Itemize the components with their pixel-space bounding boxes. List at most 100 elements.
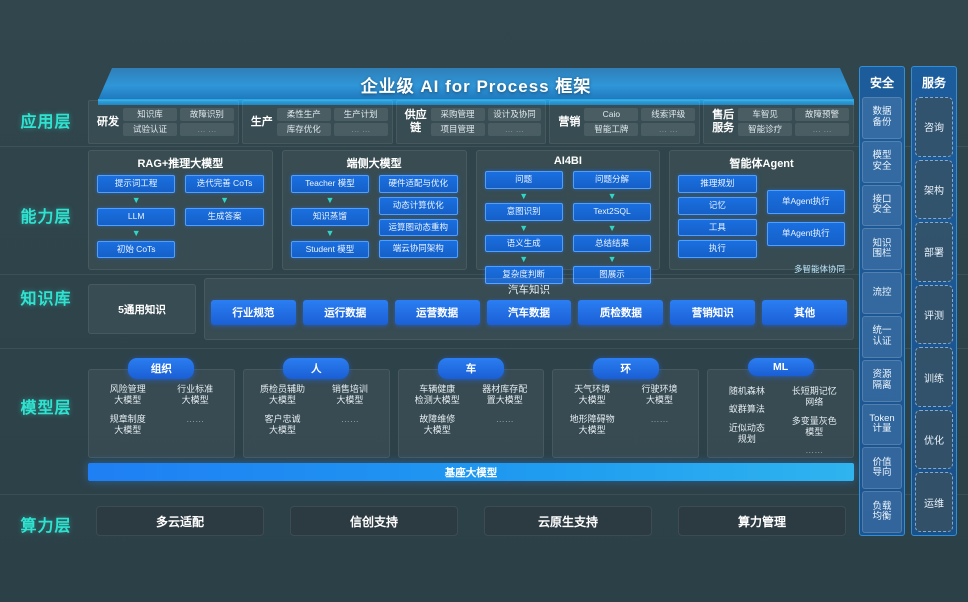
knowledge-chip[interactable]: 汽车数据 [486,300,572,325]
capability-node[interactable]: 迭代完善 CoTs [185,175,264,193]
application-chip[interactable]: 车智见 [738,107,793,121]
model-item[interactable]: 多变量灰色 模型 [791,415,837,437]
capability-node[interactable]: 生成答案 [185,207,264,226]
application-chip[interactable]: Caio [584,107,639,121]
capability-node[interactable]: 硬件适配与优化 [379,175,458,193]
model-item[interactable]: 天气环境 大模型 [574,384,611,406]
compute-button[interactable]: 多云适配 [96,506,264,536]
model-group-pill[interactable]: 环 [592,358,659,379]
application-chip[interactable]: … … [487,123,542,137]
security-rail-item[interactable]: 负载 均衡 [862,491,902,533]
application-chip[interactable]: 项目管理 [430,123,485,137]
application-chip[interactable]: 智能工牌 [584,123,639,137]
service-rail-item[interactable]: 运维 [915,472,953,533]
capability-node[interactable]: 知识蒸馏 [290,207,370,226]
capability-node[interactable]: 推理规划 [678,175,757,193]
capability-node[interactable]: 端云协同架构 [379,240,458,259]
security-rail-item[interactable]: 资源 隔离 [862,359,902,402]
security-rail-item[interactable]: 流控 [862,272,902,314]
knowledge-chip[interactable]: 营销知识 [670,300,756,325]
model-group-pill[interactable]: 人 [283,358,350,379]
model-group-pill[interactable]: ML [747,358,814,376]
capability-node[interactable]: 问题 [484,171,563,189]
application-chip[interactable]: 库存优化 [276,123,331,137]
model-item[interactable]: 蚁群算法 [728,404,765,415]
capability-node[interactable]: 复杂度判断 [484,266,563,285]
knowledge-chip[interactable]: 行业规范 [211,300,296,325]
application-chip[interactable]: 智能诊疗 [738,123,793,137]
model-item[interactable]: 近似动态 规划 [728,422,765,444]
application-chip[interactable]: 知识库 [123,107,177,121]
model-item[interactable]: 行驶环境 大模型 [641,384,678,406]
model-item[interactable]: 长短期记忆 网络 [791,386,837,408]
capability-node[interactable]: 工具 [678,218,757,237]
service-rail-item[interactable]: 训练 [915,347,953,407]
security-rail-item[interactable]: 接口 安全 [862,184,902,227]
application-chip[interactable]: 采购管理 [430,107,485,121]
application-chip[interactable]: 试验认证 [123,123,177,137]
capability-node[interactable]: 意图识别 [484,202,563,221]
application-chip[interactable]: 故障识别 [179,107,234,121]
model-item[interactable]: …… [340,413,359,424]
capability-node[interactable]: 执行 [678,240,757,259]
security-rail-item[interactable]: 模型 安全 [862,140,902,183]
model-item[interactable]: …… [186,413,205,424]
security-rail-item[interactable]: Token 计量 [862,403,902,446]
capability-node[interactable]: 单Agent执行 [766,222,845,246]
model-item[interactable]: 规章制度 大模型 [109,413,146,435]
security-rail-item[interactable]: 数据 备份 [862,97,902,139]
model-item[interactable]: 器材库存配 置大模型 [482,384,528,406]
application-chip[interactable]: … … [333,123,388,137]
knowledge-chip[interactable]: 运营数据 [394,300,480,325]
service-rail-item[interactable]: 评测 [915,284,953,345]
application-chip[interactable]: 生产计划 [333,107,388,121]
model-item[interactable]: 风险管理 大模型 [109,384,146,406]
capability-node[interactable]: 语义生成 [484,234,563,253]
capability-node[interactable]: Student 模型 [290,240,370,259]
model-item[interactable]: …… [805,445,824,455]
application-chip[interactable]: 线索评级 [641,107,696,121]
security-rail-item[interactable]: 知识 围栏 [862,228,902,271]
model-item[interactable]: 车辆健康 检测大模型 [414,384,460,406]
model-item[interactable]: 故障维修 大模型 [419,413,456,435]
model-item[interactable]: 质检员辅助 大模型 [259,384,305,406]
model-group-pill[interactable]: 车 [437,358,504,379]
model-group-pill[interactable]: 组织 [128,358,195,379]
capability-node[interactable]: LLM [97,207,176,226]
capability-node[interactable]: 动态计算优化 [379,196,458,215]
model-item[interactable]: 随机森林 [728,386,765,396]
model-item[interactable]: 客户忠诚 大模型 [264,413,301,435]
knowledge-chip[interactable]: 运行数据 [302,300,388,325]
capability-node[interactable]: 运算图动态重构 [379,218,458,237]
capability-node[interactable]: 图展示 [572,266,652,285]
model-item[interactable]: 地形障碍物 大模型 [569,413,615,435]
knowledge-chip[interactable]: 其他 [762,300,848,325]
compute-button[interactable]: 算力管理 [678,506,846,536]
knowledge-chip[interactable]: 质检数据 [578,300,664,325]
application-chip[interactable]: … … [641,123,696,137]
capability-node[interactable]: Teacher 模型 [290,175,370,193]
compute-button[interactable]: 云原生支持 [484,506,652,536]
model-item[interactable]: …… [495,413,514,424]
application-chip[interactable]: 柔性生产 [276,107,331,121]
security-rail-item[interactable]: 统一 认证 [862,315,902,358]
application-chip[interactable]: 设计及协同 [487,107,542,121]
model-item[interactable]: 行业标准 大模型 [177,384,214,406]
application-chip[interactable]: 故障预警 [795,107,849,121]
capability-node[interactable]: 初始 CoTs [97,240,176,259]
service-rail-item[interactable]: 咨询 [915,97,953,157]
application-chip[interactable]: … … [179,123,234,137]
application-chip[interactable]: … … [795,123,849,137]
capability-node[interactable]: 记忆 [678,196,757,215]
capability-node[interactable]: 单Agent执行 [766,190,845,214]
capability-node[interactable]: 提示词工程 [97,175,176,193]
capability-node[interactable]: 问题分解 [572,171,652,189]
service-rail-item[interactable]: 优化 [915,409,953,470]
compute-button[interactable]: 信创支持 [290,506,458,536]
model-item[interactable]: 销售培训 大模型 [331,384,368,406]
service-rail-item[interactable]: 架构 [915,159,953,220]
service-rail-item[interactable]: 部署 [915,222,953,282]
model-item[interactable]: …… [650,413,669,424]
capability-node[interactable]: 总结结果 [572,234,652,253]
security-rail-item[interactable]: 价值 导向 [862,447,902,490]
